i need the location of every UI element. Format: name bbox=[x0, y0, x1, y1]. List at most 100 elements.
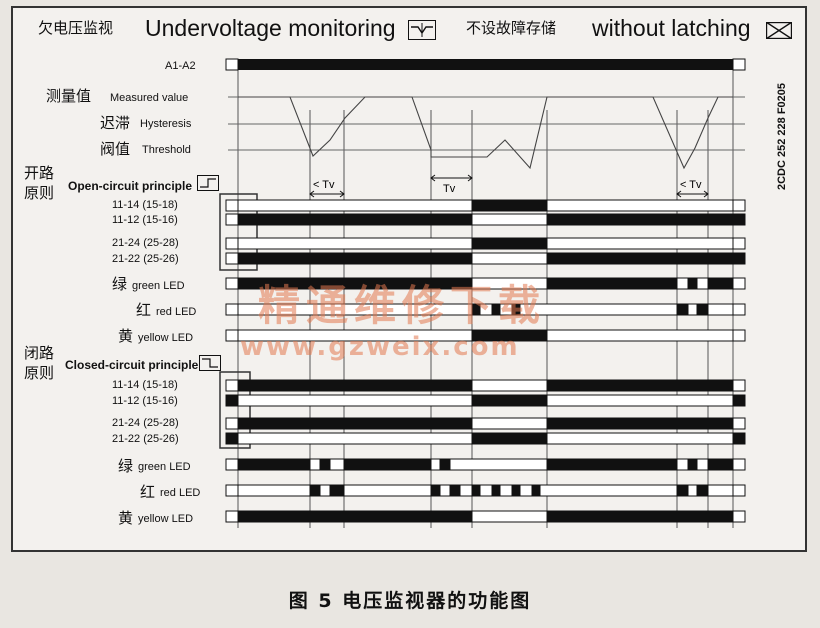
watermark-line2: www.gzweix.com bbox=[240, 332, 520, 362]
open-green-led-segment-1 bbox=[546, 277, 678, 290]
closed-green-zh: 绿 bbox=[118, 458, 134, 475]
closed-green-en: green LED bbox=[138, 461, 191, 473]
open-state-bracket bbox=[219, 193, 258, 271]
tv-label-1: < Tv bbox=[313, 179, 335, 191]
closed-21-24-end-box bbox=[732, 417, 746, 430]
closed-red-led-segment-3 bbox=[449, 484, 461, 497]
open-yellow-led-start-box bbox=[225, 329, 239, 342]
open-yellow-zh: 黄 bbox=[118, 328, 134, 345]
open-contact-4: 21-22 (25-26) bbox=[112, 253, 179, 265]
open-21-22-segment-1 bbox=[546, 252, 734, 265]
closed-green-led-segment-6 bbox=[707, 458, 734, 471]
closed-red-led-segment-8 bbox=[676, 484, 689, 497]
closed-yellow-zh: 黄 bbox=[118, 510, 134, 527]
closed-red-led-segment-4 bbox=[471, 484, 481, 497]
closed-yellow-led-end-box bbox=[732, 510, 746, 523]
open-11-12-segment-1 bbox=[546, 213, 734, 226]
undervoltage-symbol-icon bbox=[408, 20, 436, 40]
open-green-led-segment-3 bbox=[707, 277, 734, 290]
open-contact-3: 21-24 (25-28) bbox=[112, 237, 179, 249]
open-green-led-start-box bbox=[225, 277, 239, 290]
open-11-14-start-box bbox=[225, 199, 239, 212]
open-green-led-segment-2 bbox=[687, 277, 698, 290]
closed-21-24-segment-1 bbox=[546, 417, 734, 430]
closed-section-en: Closed-circuit principle bbox=[65, 358, 199, 372]
open-yellow-led-end-box bbox=[732, 329, 746, 342]
timing-diagram: < Tv Tv < Tv bbox=[219, 58, 746, 528]
level-lines bbox=[228, 96, 745, 151]
measured-zh: 测量值 bbox=[46, 88, 92, 105]
closed-11-14-end-box bbox=[732, 379, 746, 392]
closed-green-led-segment-2 bbox=[343, 458, 432, 471]
closed-21-22-end-box bbox=[732, 432, 746, 445]
open-red-led-segment-3 bbox=[676, 303, 689, 316]
tv-arrows bbox=[309, 174, 709, 198]
closed-red-led-start-box bbox=[225, 484, 239, 497]
open-yellow-led-segment-0 bbox=[471, 329, 548, 342]
closed-red-zh: 红 bbox=[140, 484, 156, 501]
open-red-led-segment-0 bbox=[471, 303, 481, 316]
closed-green-led-segment-1 bbox=[319, 458, 331, 471]
closed-contact-1: 11-14 (15-18) bbox=[112, 379, 178, 391]
open-11-14-end-box bbox=[732, 199, 746, 212]
closed-11-12-segment-0 bbox=[471, 394, 548, 407]
closed-red-led-segment-9 bbox=[696, 484, 709, 497]
closed-section-zh1: 闭路 bbox=[24, 345, 55, 362]
open-green-zh: 绿 bbox=[112, 276, 128, 293]
closed-section-zh2: 原则 bbox=[24, 365, 55, 382]
closed-yellow-led-segment-0 bbox=[237, 510, 473, 523]
watermark-line1: 精通维修下载 bbox=[258, 281, 547, 330]
document-code: 2CDC 252 228 F0205 bbox=[776, 82, 788, 190]
closed-11-14-segment-0 bbox=[237, 379, 473, 392]
no-latching-icon bbox=[766, 22, 792, 39]
closed-yellow-led-start-box bbox=[225, 510, 239, 523]
closed-green-led-segment-3 bbox=[439, 458, 451, 471]
open-11-12-end-box bbox=[732, 213, 746, 226]
open-red-led-segment-2 bbox=[511, 303, 521, 316]
closed-red-led-segment-6 bbox=[511, 484, 521, 497]
closed-red-led-segment-5 bbox=[491, 484, 501, 497]
open-green-led-end-box bbox=[732, 277, 746, 290]
header-en-title: Undervoltage monitoring bbox=[145, 15, 396, 41]
hysteresis-en: Hysteresis bbox=[140, 118, 192, 130]
closed-circuit-symbol-icon bbox=[199, 355, 221, 371]
closed-green-led-start-box bbox=[225, 458, 239, 471]
open-21-22-start-box bbox=[225, 252, 239, 265]
open-red-led-start-box bbox=[225, 303, 239, 316]
closed-red-led-end-box bbox=[732, 484, 746, 497]
closed-contact-3: 21-24 (25-28) bbox=[112, 417, 179, 429]
open-contact-2: 11-12 (15-16) bbox=[112, 214, 178, 226]
open-section-zh1: 开路 bbox=[24, 165, 55, 182]
open-21-22-end-box bbox=[732, 252, 746, 265]
open-red-en: red LED bbox=[156, 306, 197, 318]
closed-11-12-end-box bbox=[732, 394, 746, 407]
closed-yellow-led-segment-1 bbox=[546, 510, 734, 523]
closed-21-22-start-box bbox=[225, 432, 239, 445]
header-zh-title: 欠电压监视 bbox=[38, 20, 114, 37]
figure-caption: 图 5 电压监视器的功能图 bbox=[288, 590, 532, 612]
open-circuit-symbol-icon bbox=[197, 175, 219, 191]
open-section-zh2: 原则 bbox=[24, 185, 55, 202]
open-21-22-segment-0 bbox=[237, 252, 473, 265]
open-red-led-end-box bbox=[732, 303, 746, 316]
closed-11-14-start-box bbox=[225, 379, 239, 392]
open-red-zh: 红 bbox=[136, 302, 152, 319]
tv-label-3: < Tv bbox=[680, 179, 702, 191]
closed-yellow-en: yellow LED bbox=[138, 513, 194, 525]
open-green-en: green LED bbox=[132, 280, 185, 292]
open-11-14-segment-0 bbox=[471, 199, 548, 212]
closed-21-24-segment-0 bbox=[237, 417, 473, 430]
closed-21-24-start-box bbox=[225, 417, 239, 430]
closed-red-led-segment-0 bbox=[309, 484, 321, 497]
header-zh-latching: 不设故障存储 bbox=[466, 20, 557, 37]
tv-label-2: Tv bbox=[443, 183, 456, 195]
hysteresis-zh: 迟滞 bbox=[100, 115, 131, 132]
supply-row bbox=[225, 58, 746, 71]
open-21-24-segment-0 bbox=[471, 237, 548, 250]
closed-state-bracket bbox=[219, 371, 251, 449]
open-11-12-segment-0 bbox=[237, 213, 473, 226]
closed-11-14-segment-1 bbox=[546, 379, 734, 392]
open-yellow-en: yellow LED bbox=[138, 332, 194, 344]
closed-contact-4: 21-22 (25-26) bbox=[112, 433, 179, 445]
measured-value-curve bbox=[238, 96, 733, 170]
